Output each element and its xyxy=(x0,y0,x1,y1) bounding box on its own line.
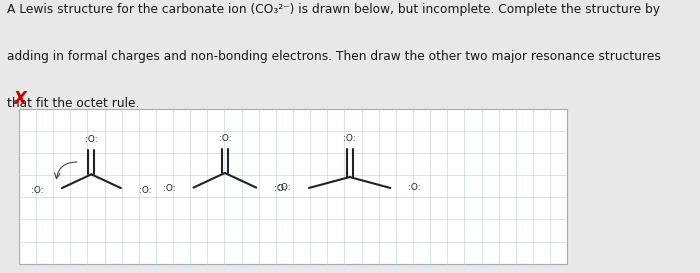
Text: :O:: :O: xyxy=(218,134,231,143)
Text: that fit the octet rule.: that fit the octet rule. xyxy=(7,97,139,110)
Text: :O:: :O: xyxy=(139,186,152,195)
Text: :O:: :O: xyxy=(85,135,98,144)
Text: :O:: :O: xyxy=(163,185,176,194)
Text: :O:: :O: xyxy=(278,183,291,192)
Text: adding in formal charges and non-bonding electrons. Then draw the other two majo: adding in formal charges and non-bonding… xyxy=(7,50,661,63)
Text: :O:: :O: xyxy=(274,185,287,194)
Text: :O:: :O: xyxy=(343,134,356,143)
Bar xyxy=(19,109,567,263)
Text: X: X xyxy=(14,90,27,108)
Text: A Lewis structure for the carbonate ion (CO₃²⁻) is drawn below, but incomplete. : A Lewis structure for the carbonate ion … xyxy=(7,3,660,16)
Text: :O:: :O: xyxy=(408,183,421,192)
Text: :O:: :O: xyxy=(31,186,43,195)
